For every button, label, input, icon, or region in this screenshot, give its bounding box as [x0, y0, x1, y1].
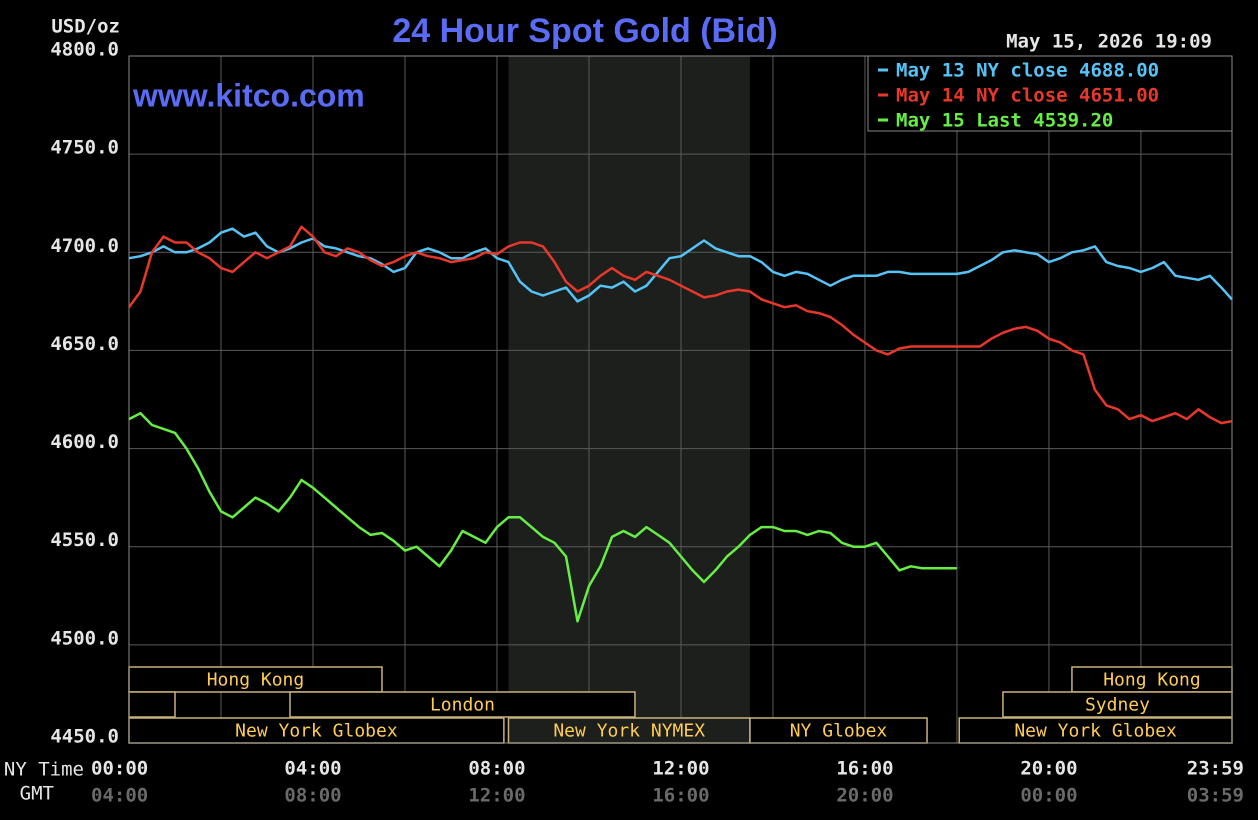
session-box — [1071, 666, 1233, 693]
x2-axis-label: GMT — [20, 783, 54, 805]
y-tick-label: 4550.0 — [50, 529, 119, 551]
x-tick-label: 12:00 — [652, 758, 709, 780]
x2-tick-label: 12:00 — [468, 785, 525, 807]
session-label: Hong Kong — [1103, 670, 1201, 691]
x2-tick-label: 20:00 — [836, 785, 893, 807]
timestamp: May 15, 2026 19:09 — [1006, 31, 1212, 53]
x2-tick-label: 00:00 — [1020, 785, 1077, 807]
x-tick-label: 20:00 — [1020, 758, 1077, 780]
y-axis-label: USD/oz — [51, 16, 120, 38]
session-label: London — [430, 695, 495, 716]
session-box — [507, 717, 751, 744]
y-tick-label: 4650.0 — [50, 333, 119, 355]
x-tick-label: 04:00 — [284, 758, 341, 780]
session-box — [1002, 691, 1233, 718]
y-tick-label: 4700.0 — [50, 235, 119, 257]
x2-tick-label: 08:00 — [284, 785, 341, 807]
session-box — [289, 691, 636, 718]
y-tick-label: 4750.0 — [50, 137, 119, 159]
x-axis-label: NY Time — [4, 759, 84, 781]
x2-tick-label: 04:00 — [91, 785, 148, 807]
x-tick-label: 16:00 — [836, 758, 893, 780]
watermark: www.kitco.com — [132, 77, 365, 113]
chart-title: 24 Hour Spot Gold (Bid) — [392, 12, 777, 50]
session-shade — [508, 56, 750, 743]
session-box — [128, 691, 176, 718]
price-line — [127, 225, 1233, 425]
session-label: New York NYMEX — [553, 721, 705, 742]
session-box — [958, 717, 1233, 744]
x2-tick-label: 03:59 — [1187, 785, 1244, 807]
session-label: NY Globex — [790, 721, 888, 742]
plot-border — [128, 55, 1233, 744]
session-label: New York Globex — [1014, 721, 1177, 742]
y-tick-label: 4450.0 — [50, 726, 119, 748]
legend-entry: May 15 Last 4539.20 — [896, 110, 1113, 132]
y-tick-label: 4500.0 — [50, 627, 119, 649]
legend-box — [867, 55, 1233, 132]
session-box — [749, 717, 928, 744]
x-tick-label: 00:00 — [91, 758, 148, 780]
session-label: New York Globex — [235, 721, 398, 742]
session-label: Sydney — [1085, 695, 1150, 716]
price-line — [128, 411, 957, 623]
x-tick-label: 23:59 — [1187, 758, 1244, 780]
legend-entry: May 13 NY close 4688.00 — [896, 60, 1159, 82]
session-box — [128, 666, 383, 693]
y-tick-label: 4800.0 — [50, 39, 119, 61]
legend-entry: May 14 NY close 4651.00 — [896, 85, 1159, 107]
y-tick-label: 4600.0 — [50, 431, 119, 453]
session-label: Hong Kong — [207, 670, 305, 691]
x2-tick-label: 16:00 — [652, 785, 709, 807]
x-tick-label: 08:00 — [468, 758, 525, 780]
